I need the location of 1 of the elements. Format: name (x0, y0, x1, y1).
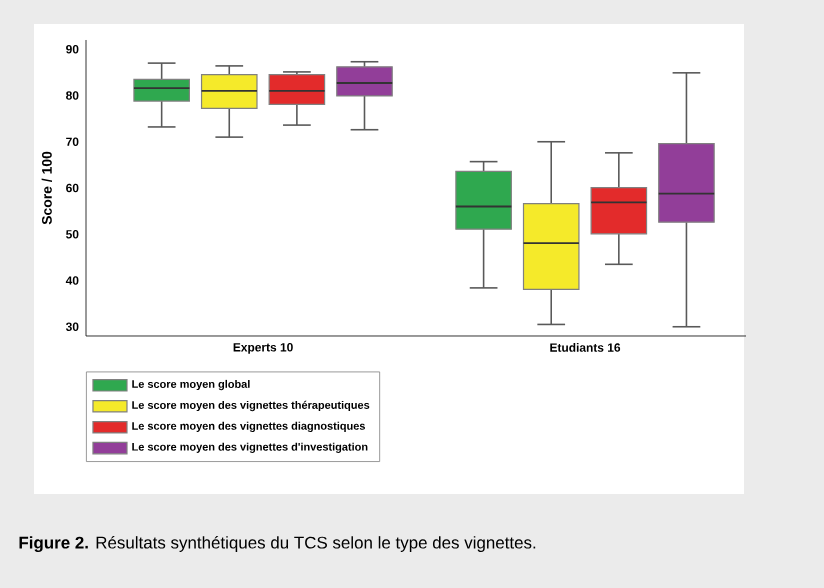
text: Figure 2. Résultats synthétiques du TCS selon le type des vignettes. (19, 535, 536, 553)
